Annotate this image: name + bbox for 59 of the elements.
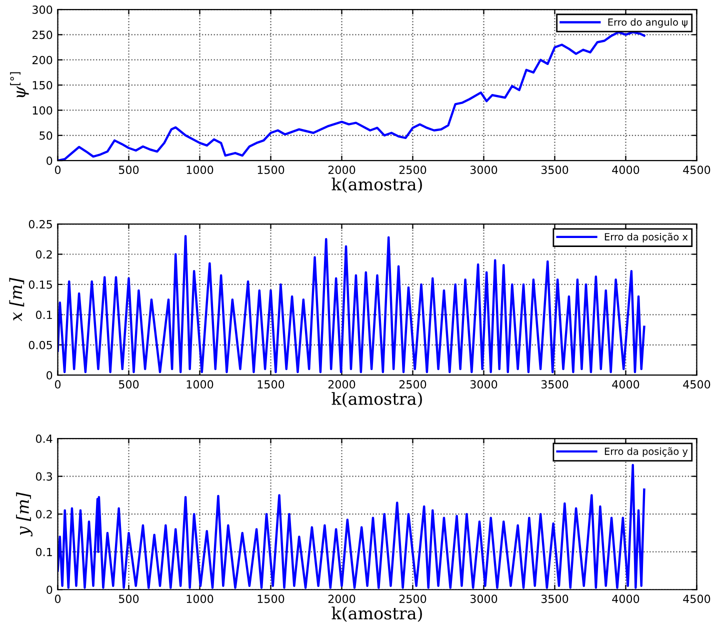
x-tick-label: 3000 (470, 380, 498, 389)
y-tick-label: 0.1 (36, 548, 52, 556)
x-axis-title: k(amostra) (332, 178, 422, 193)
y-tick-label: 50 (40, 131, 52, 140)
y-tick-label: 0.25 (28, 220, 52, 228)
legend-label: Erro do angulo ψ (608, 18, 688, 28)
x-tick-label: 1000 (186, 380, 214, 389)
x-tick-label: 2500 (399, 594, 426, 604)
x-tick-label: 1500 (258, 594, 284, 604)
y-tick-label: 0.2 (36, 250, 52, 259)
x-tick-label: 1000 (186, 166, 214, 174)
y-tick-label: 0 (46, 371, 52, 380)
y-tick-label: 0 (46, 586, 52, 594)
y-axis-title: x [m] (9, 278, 24, 322)
line-series (58, 464, 646, 589)
y-tick-label: 0.4 (36, 434, 52, 443)
x-tick-label: 2000 (328, 594, 356, 604)
x-tick-label: 3500 (541, 166, 568, 174)
y-tick-label: 0.3 (36, 472, 52, 481)
x-tick-label: 1500 (258, 380, 284, 389)
y-tick-label: 250 (32, 30, 52, 40)
x-axis-title: k(amostra) (332, 606, 422, 622)
legend-label: Erro da posição x (604, 232, 688, 242)
x-tick-label: 500 (119, 166, 139, 174)
x-tick-label: 2500 (399, 166, 426, 174)
y-tick-label: 0 (46, 156, 52, 165)
legend-label: Erro da posição y (604, 447, 688, 457)
y-tick-label: 300 (32, 5, 52, 14)
x-tick-label: 0 (54, 594, 61, 604)
x-tick-label: 2000 (328, 166, 356, 174)
x-tick-label: 4500 (683, 380, 710, 389)
x-tick-label: 3500 (541, 380, 568, 389)
x-tick-label: 0 (54, 166, 61, 174)
x-tick-label: 3000 (470, 166, 498, 174)
x-axis-title: k(amostra) (332, 392, 422, 408)
y-axis-title: ψ$^{[°]}$ (10, 72, 29, 98)
y-tick-label: 200 (32, 56, 52, 64)
y-tick-label: 0.15 (28, 280, 52, 289)
y-tick-label: 0.2 (36, 510, 52, 518)
x-tick-label: 500 (119, 380, 139, 389)
x-tick-label: 4500 (683, 166, 710, 174)
y-tick-label: 150 (32, 81, 52, 90)
x-tick-label: 4500 (683, 594, 710, 604)
x-tick-label: 500 (119, 594, 139, 604)
x-tick-label: 3500 (541, 594, 568, 604)
x-tick-label: 1500 (258, 166, 284, 174)
x-tick-label: 4000 (612, 594, 640, 604)
x-tick-label: 0 (54, 380, 61, 389)
x-tick-label: 4000 (612, 380, 640, 389)
y-axis-title: y [m] (16, 492, 32, 536)
y-tick-label: 0.1 (36, 310, 52, 320)
x-tick-label: 3000 (470, 594, 498, 604)
y-tick-label: 0.05 (28, 340, 52, 350)
line-series (58, 31, 646, 161)
x-tick-label: 1000 (186, 594, 214, 604)
x-tick-label: 2000 (328, 380, 356, 389)
x-tick-label: 2500 (399, 380, 426, 389)
y-tick-label: 100 (32, 106, 52, 115)
x-tick-label: 4000 (612, 166, 640, 174)
